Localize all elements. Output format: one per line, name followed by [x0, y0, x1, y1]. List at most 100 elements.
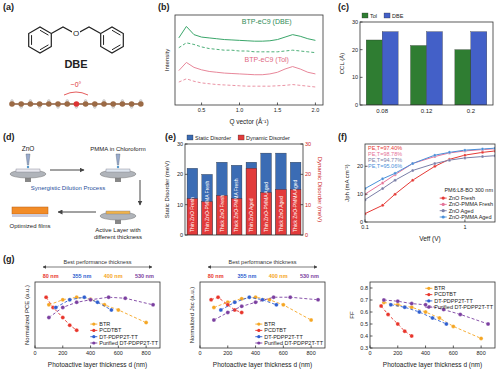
benzene-ring	[101, 27, 124, 53]
bar	[187, 168, 198, 235]
y-tick	[365, 222, 368, 223]
y-tick	[360, 49, 363, 50]
data-point	[61, 305, 65, 309]
legend-swatch	[427, 287, 430, 290]
data-point	[394, 179, 397, 182]
data-point	[463, 149, 466, 152]
x-tick-label: 0	[33, 350, 36, 356]
data-point	[448, 151, 451, 154]
y-tick-label: 20	[352, 47, 358, 53]
plot-marks	[365, 147, 495, 215]
legend-label: DT-PDPP2T-TT	[434, 298, 473, 304]
atom	[55, 101, 61, 107]
y2-tick	[301, 174, 304, 175]
legend-swatch	[238, 135, 244, 140]
panel-label: (e)	[165, 132, 176, 142]
x-tick-label: 1	[463, 224, 466, 230]
atom-label: O	[73, 29, 79, 38]
y2-tick	[301, 144, 304, 145]
annotation: 80 nm	[43, 273, 59, 279]
x-tick-label: 800	[477, 350, 486, 356]
data-point	[116, 308, 120, 312]
bar	[411, 46, 427, 105]
plot-marks	[187, 153, 301, 235]
angle-label: ~0°	[71, 81, 82, 88]
double-bond	[31, 35, 32, 45]
data-point	[463, 154, 466, 157]
figure: (a)ODBE~0°(d)ZnOPMMA in ChloroformSynerg…	[0, 0, 500, 386]
legend-label: Static Disorder	[195, 135, 231, 141]
data-point	[451, 324, 455, 328]
data-point	[219, 308, 223, 312]
series-line	[214, 297, 318, 320]
legend-label: BTR	[264, 321, 275, 327]
annotation: 80 nm	[208, 273, 224, 279]
bar	[246, 162, 257, 235]
y-tick-label: 0	[180, 232, 183, 238]
data-point	[396, 322, 400, 326]
panel-label: (d)	[3, 132, 15, 142]
data-point	[212, 305, 216, 309]
data-point	[481, 151, 484, 154]
annotation: PE,T=95.06%	[368, 163, 402, 169]
y2-axis-label: Dynamic Disorder (meV)	[317, 157, 323, 223]
data-point	[410, 302, 414, 306]
x-tick	[90, 346, 91, 349]
annotation: BTP-eC9 (Tol)	[245, 56, 289, 64]
data-point	[316, 298, 320, 302]
data-point	[144, 321, 148, 325]
substrate	[16, 169, 40, 172]
data-point	[247, 295, 251, 299]
legend-swatch	[442, 197, 445, 200]
x-tick	[200, 346, 201, 349]
category-label: Thin ZnO-PMMA Fresh	[204, 180, 210, 232]
y-axis-label: FF	[349, 311, 355, 319]
benzene-ring	[29, 27, 52, 53]
x-tick-label: 200	[393, 350, 402, 356]
pipette	[116, 154, 120, 165]
bar	[427, 32, 443, 105]
legend-label: BTR	[99, 321, 110, 327]
x-axis-label: Photoactive layer thickness d (nm)	[213, 361, 312, 369]
x-tick	[397, 346, 398, 349]
category-label: Thick ZnO-PMMA Aged	[292, 180, 298, 232]
bar	[382, 32, 398, 105]
category-label: Thin ZnO-PMMA Aged	[263, 182, 269, 232]
atom-bg	[72, 28, 80, 37]
annotation: 355 nm	[72, 273, 91, 279]
series-line	[211, 297, 242, 312]
bar	[217, 162, 228, 235]
y-tick	[185, 174, 188, 175]
x-tick-label: 1.0	[236, 107, 244, 113]
series-line	[179, 43, 316, 53]
y-tick-label: 10	[352, 74, 358, 80]
angle-arc	[64, 92, 88, 95]
data-point	[403, 329, 407, 333]
bar	[471, 32, 487, 105]
data-point	[448, 158, 451, 161]
x-tick-label: 600	[114, 350, 123, 356]
data-point	[96, 300, 100, 304]
data-point	[410, 305, 414, 309]
x-tick-label: 0	[368, 350, 371, 356]
x-tick	[453, 346, 454, 349]
atom	[74, 101, 80, 107]
bar	[202, 174, 213, 235]
y-tick-label: 30	[177, 141, 183, 147]
y-tick	[370, 288, 373, 289]
step-label: Active Layer withdifferent thickness	[94, 227, 142, 240]
step-label: PMMA in Chloroform	[90, 146, 145, 152]
data-point	[309, 318, 313, 322]
y-tick	[365, 194, 368, 195]
bar	[276, 153, 287, 235]
y-axis-label: Static Disorder (meV)	[164, 161, 170, 218]
data-point	[424, 310, 428, 314]
x-tick	[311, 346, 312, 349]
y-tick	[360, 77, 363, 78]
x-tick-label: 600	[449, 350, 458, 356]
data-point	[431, 316, 435, 320]
category-label: Thin ZnO Fresh	[189, 197, 195, 232]
data-point	[75, 328, 79, 332]
data-point	[47, 316, 51, 320]
molecule-name: DBE	[64, 58, 87, 70]
